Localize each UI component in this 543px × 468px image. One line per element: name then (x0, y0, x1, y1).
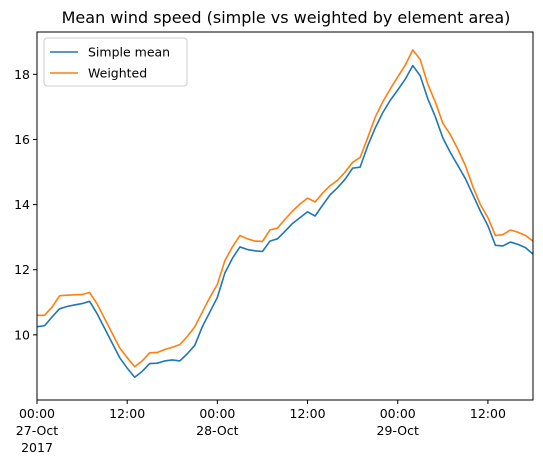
chart-title: Mean wind speed (simple vs weighted by e… (62, 8, 511, 27)
x-tick-label: 00:00 (199, 406, 235, 421)
y-tick-label: 16 (14, 132, 30, 147)
legend-label: Weighted (88, 66, 147, 81)
plot-area (36, 49, 534, 379)
x-tick-label: 27-Oct (16, 423, 58, 438)
y-tick-label: 12 (14, 262, 30, 277)
x-tick-label: 2017 (21, 440, 53, 455)
y-axis: 10 12 14 16 18 (14, 67, 37, 342)
x-axis: 00:00 27-Oct 2017 12:00 00:00 28-Oct 12:00 00:0… (16, 400, 506, 455)
legend: Simple mean Weighted (43, 37, 188, 87)
x-tick-label: 00:00 (380, 406, 416, 421)
y-tick-label: 10 (14, 327, 30, 342)
series-line-0 (36, 64, 534, 379)
x-tick-label: 12:00 (290, 406, 326, 421)
legend-box (43, 37, 188, 87)
series-line-1 (37, 49, 534, 368)
y-tick-label: 14 (14, 197, 30, 212)
plot-frame (36, 31, 534, 401)
y-tick-label: 18 (14, 67, 30, 82)
x-tick-label: 28-Oct (196, 423, 238, 438)
x-tick-label: 12:00 (109, 406, 145, 421)
legend-label: Simple mean (88, 45, 170, 60)
x-tick-label: 29-Oct (377, 423, 419, 438)
x-tick-label: 00:00 (19, 406, 55, 421)
x-tick-label: 12:00 (470, 406, 506, 421)
